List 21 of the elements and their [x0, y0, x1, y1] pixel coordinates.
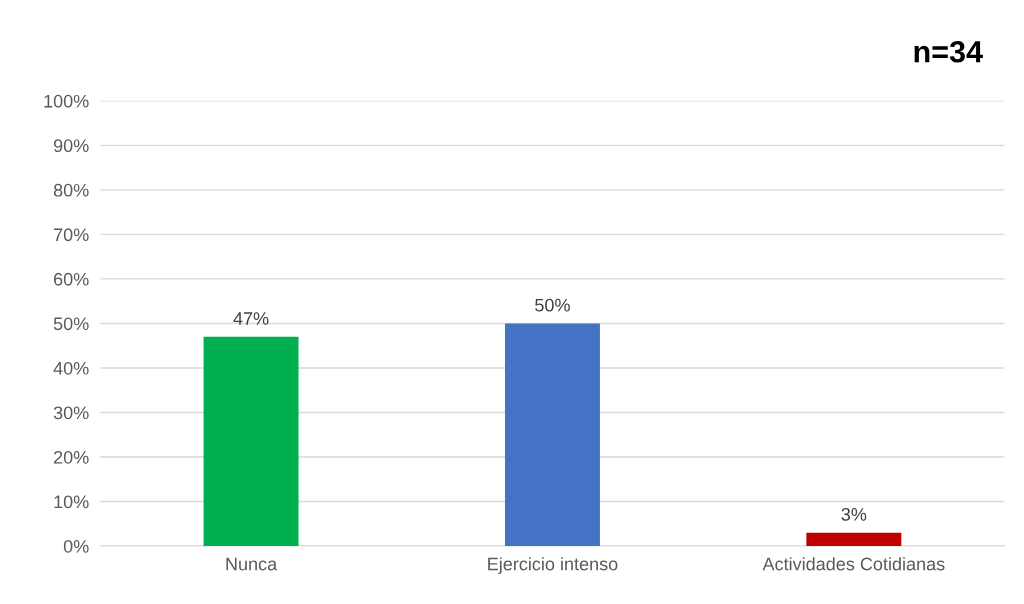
x-tick-label: Nunca	[226, 557, 278, 571]
y-tick-label: 80%	[53, 183, 89, 197]
text: n=34	[914, 40, 983, 63]
data-label: 47%	[233, 312, 269, 325]
bar	[504, 323, 600, 547]
y-tick-label: 60%	[54, 272, 89, 286]
y-tick-label: 100%	[44, 94, 89, 108]
data-label: 3%	[841, 507, 867, 521]
y-tick-label: 20%	[54, 450, 89, 464]
y-tick-label: 30%	[53, 406, 89, 420]
y-tick-label: 90%	[53, 139, 89, 153]
y-tick-label: 70%	[54, 228, 89, 242]
data-label: 50%	[535, 298, 570, 312]
x-tick-label: Actividades Cotidianas	[762, 557, 945, 571]
y-tick-label: 50%	[53, 317, 89, 331]
y-tick-label: 10%	[54, 495, 89, 509]
y-tick-label: 40%	[53, 361, 89, 375]
x-tick-label: Ejercicio intenso	[488, 557, 618, 574]
bar	[203, 336, 299, 547]
y-tick-label: 0%	[63, 539, 89, 553]
bar	[806, 532, 902, 547]
